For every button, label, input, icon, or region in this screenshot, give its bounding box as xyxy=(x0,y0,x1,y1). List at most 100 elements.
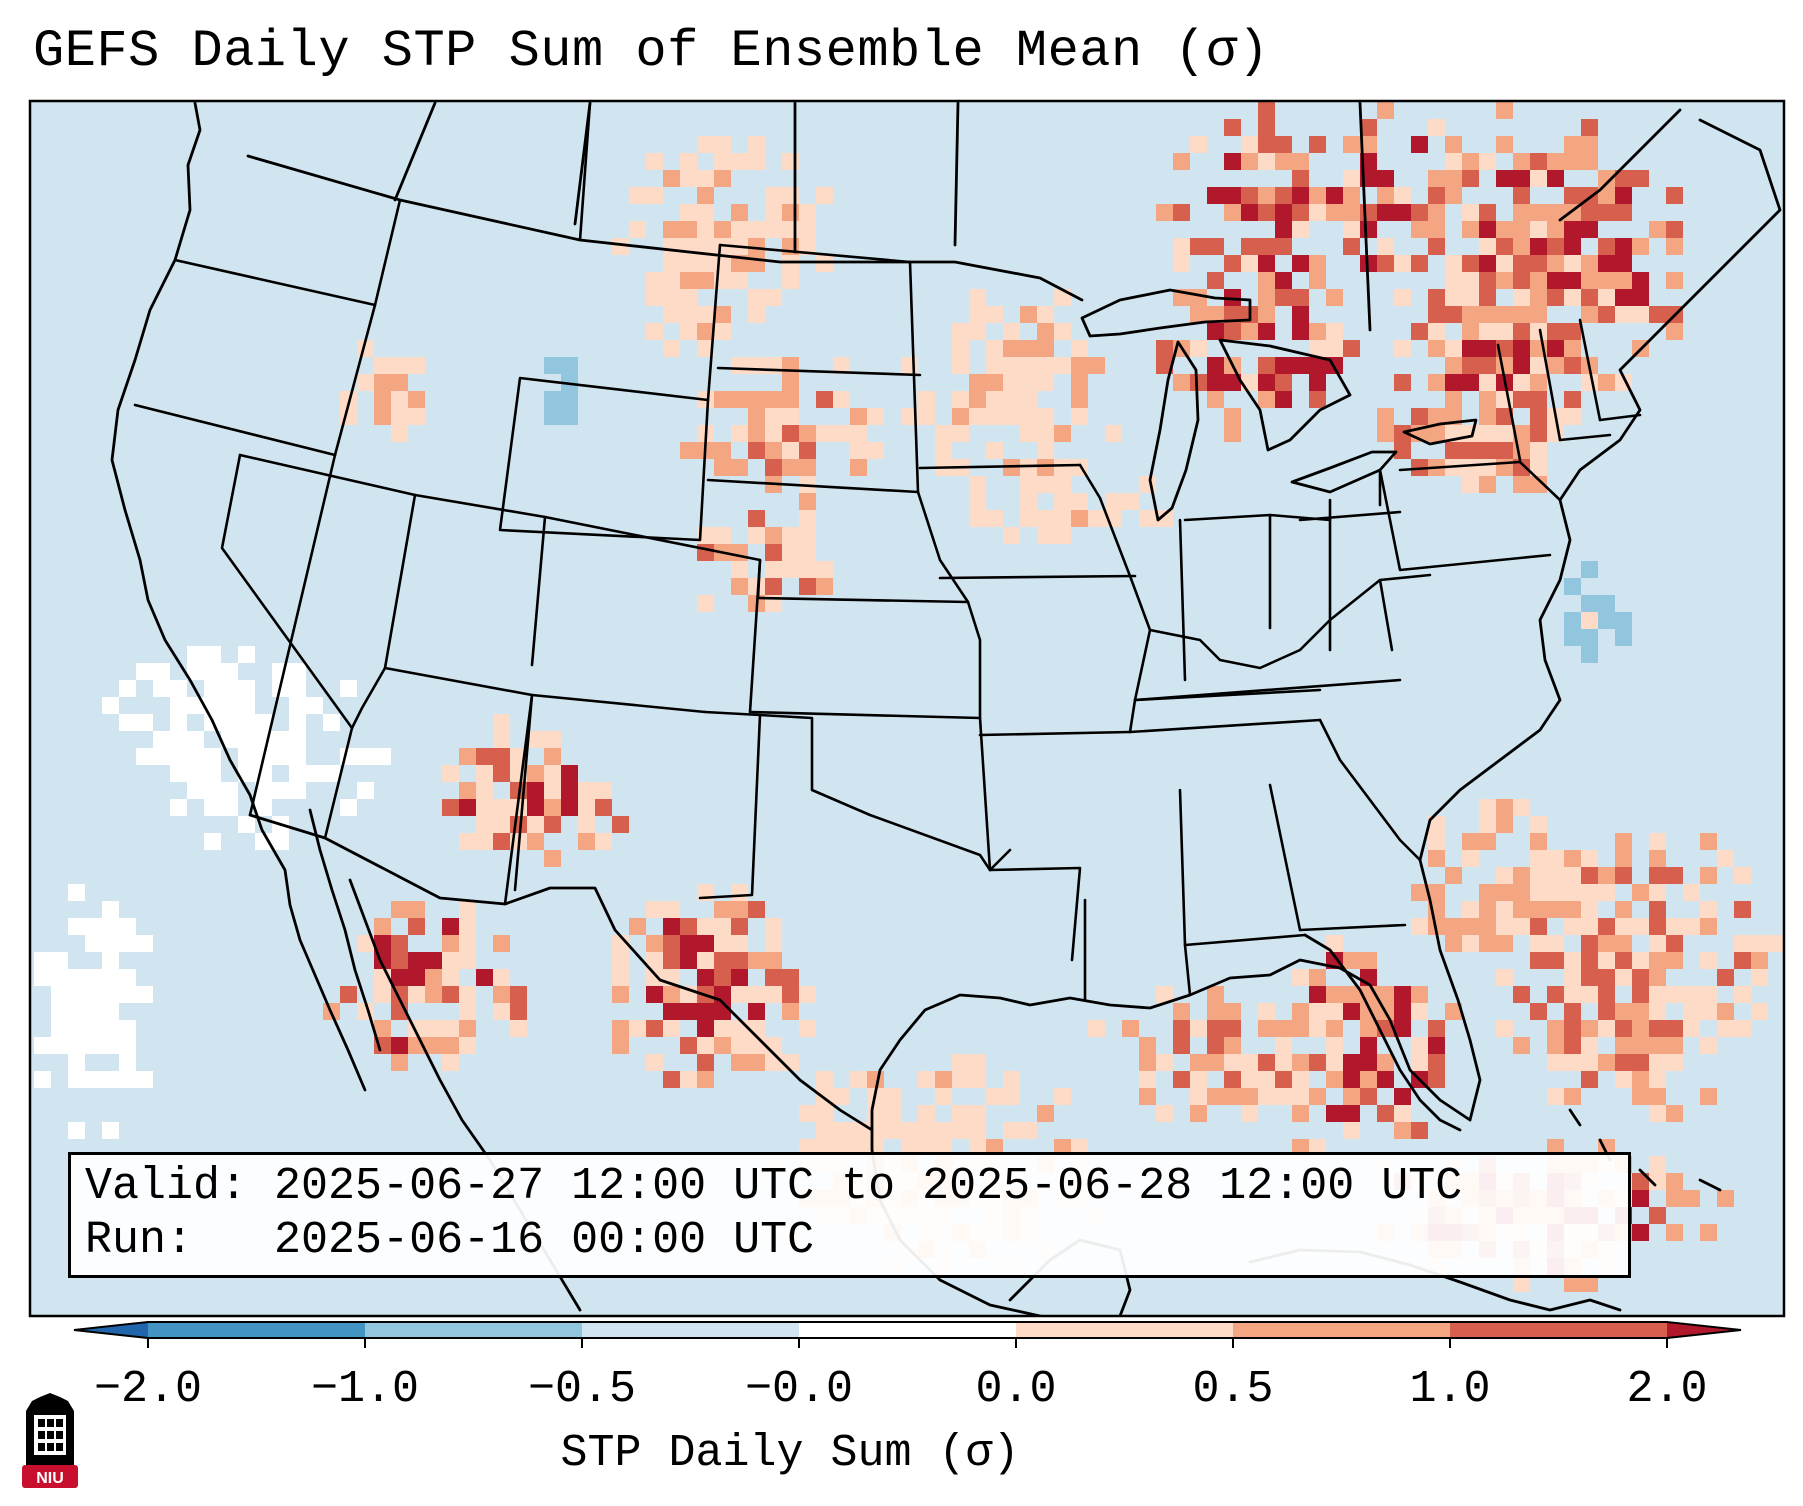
anomaly-cell xyxy=(578,782,595,799)
anomaly-cell xyxy=(1275,1088,1292,1105)
anomaly-cell xyxy=(1649,952,1666,969)
anomaly-cell xyxy=(646,935,663,952)
anomaly-cell xyxy=(935,1139,952,1156)
anomaly-cell xyxy=(493,731,510,748)
anomaly-cell xyxy=(1564,391,1581,408)
anomaly-cell xyxy=(1020,391,1037,408)
anomaly-cell xyxy=(1428,884,1445,901)
anomaly-cell xyxy=(1326,1071,1343,1088)
anomaly-cell xyxy=(595,833,612,850)
province-border-on-qc xyxy=(1358,101,1372,332)
anomaly-cell xyxy=(1530,323,1547,340)
anomaly-cell xyxy=(765,408,782,425)
anomaly-cell xyxy=(1258,102,1275,119)
anomaly-cell xyxy=(714,527,731,544)
anomaly-cell xyxy=(680,1003,697,1020)
anomaly-cell xyxy=(102,697,119,714)
anomaly-cell xyxy=(1428,1020,1445,1037)
anomaly-cell xyxy=(1326,289,1343,306)
state-borders xyxy=(133,101,1642,1002)
anomaly-cell xyxy=(442,1020,459,1037)
anomaly-cell xyxy=(1564,918,1581,935)
anomaly-cell xyxy=(1037,340,1054,357)
anomaly-cell xyxy=(1479,442,1496,459)
anomaly-cell xyxy=(765,952,782,969)
anomaly-cell xyxy=(357,748,374,765)
anomaly-cell xyxy=(1309,1139,1326,1156)
anomaly-cell xyxy=(1037,323,1054,340)
anomaly-cell xyxy=(1615,1020,1632,1037)
anomaly-cell xyxy=(68,884,85,901)
anomaly-cell xyxy=(1632,918,1649,935)
anomaly-cell xyxy=(306,697,323,714)
anomaly-cell xyxy=(1224,306,1241,323)
anomaly-cell xyxy=(153,663,170,680)
anomaly-cell xyxy=(1445,187,1462,204)
anomaly-cell xyxy=(170,748,187,765)
anomaly-cell xyxy=(221,731,238,748)
anomaly-cell xyxy=(782,527,799,544)
anomaly-cell xyxy=(1411,1003,1428,1020)
anomaly-cell xyxy=(1530,442,1547,459)
anomaly-cell xyxy=(1377,986,1394,1003)
anomaly-cell xyxy=(1054,459,1071,476)
anomaly-cell xyxy=(1360,952,1377,969)
anomaly-cell xyxy=(1275,1020,1292,1037)
valid-time: 2025-06-27 12:00 UTC to 2025-06-28 12:00… xyxy=(274,1161,1463,1212)
anomaly-cell xyxy=(153,748,170,765)
anomaly-cell xyxy=(425,969,442,986)
anomaly-cell xyxy=(748,306,765,323)
anomaly-cell xyxy=(1241,1105,1258,1122)
anomaly-cell xyxy=(34,1037,51,1054)
anomaly-cell xyxy=(221,697,238,714)
anomaly-cell xyxy=(969,1122,986,1139)
anomaly-cell xyxy=(374,357,391,374)
anomaly-cell xyxy=(1462,459,1479,476)
anomaly-cell xyxy=(1683,884,1700,901)
anomaly-cell xyxy=(1513,153,1530,170)
anomaly-cell xyxy=(1700,867,1717,884)
anomaly-cell xyxy=(918,391,935,408)
anomaly-cell xyxy=(1003,340,1020,357)
anomaly-cell xyxy=(1530,901,1547,918)
anomaly-cell xyxy=(1309,136,1326,153)
anomaly-cell xyxy=(1734,986,1751,1003)
anomaly-cell xyxy=(765,425,782,442)
anomaly-cell xyxy=(1207,1054,1224,1071)
anomaly-cell xyxy=(1615,952,1632,969)
anomaly-cell xyxy=(340,680,357,697)
anomaly-cell xyxy=(1649,1088,1666,1105)
anomaly-cell xyxy=(85,935,102,952)
anomaly-cell xyxy=(1717,969,1734,986)
anomaly-cell xyxy=(969,1054,986,1071)
anomaly-cell xyxy=(952,1122,969,1139)
anomaly-cell xyxy=(799,425,816,442)
anomaly-cell xyxy=(901,1139,918,1156)
anomaly-cell xyxy=(1581,1275,1598,1292)
anomaly-cell xyxy=(1156,357,1173,374)
anomaly-cell xyxy=(1683,1020,1700,1037)
anomaly-cell xyxy=(1241,136,1258,153)
anomaly-cell xyxy=(1326,986,1343,1003)
anomaly-cell xyxy=(765,204,782,221)
anomaly-cell xyxy=(680,323,697,340)
anomaly-cell xyxy=(102,1003,119,1020)
anomaly-cell xyxy=(1564,969,1581,986)
anomaly-cell xyxy=(714,918,731,935)
anomaly-cell xyxy=(1530,459,1547,476)
anomaly-cell xyxy=(1649,1037,1666,1054)
anomaly-cell xyxy=(612,1037,629,1054)
anomaly-cell xyxy=(1241,238,1258,255)
anomaly-cell xyxy=(1224,1054,1241,1071)
anomaly-cell xyxy=(969,323,986,340)
anomaly-cell xyxy=(663,901,680,918)
anomaly-cell xyxy=(1598,867,1615,884)
anomaly-cell xyxy=(1479,476,1496,493)
anomaly-cell xyxy=(612,969,629,986)
anomaly-cell xyxy=(952,391,969,408)
anomaly-cell xyxy=(1088,1020,1105,1037)
anomaly-cell xyxy=(544,731,561,748)
anomaly-cell xyxy=(1054,510,1071,527)
anomaly-cell xyxy=(238,765,255,782)
anomaly-cell xyxy=(1564,238,1581,255)
